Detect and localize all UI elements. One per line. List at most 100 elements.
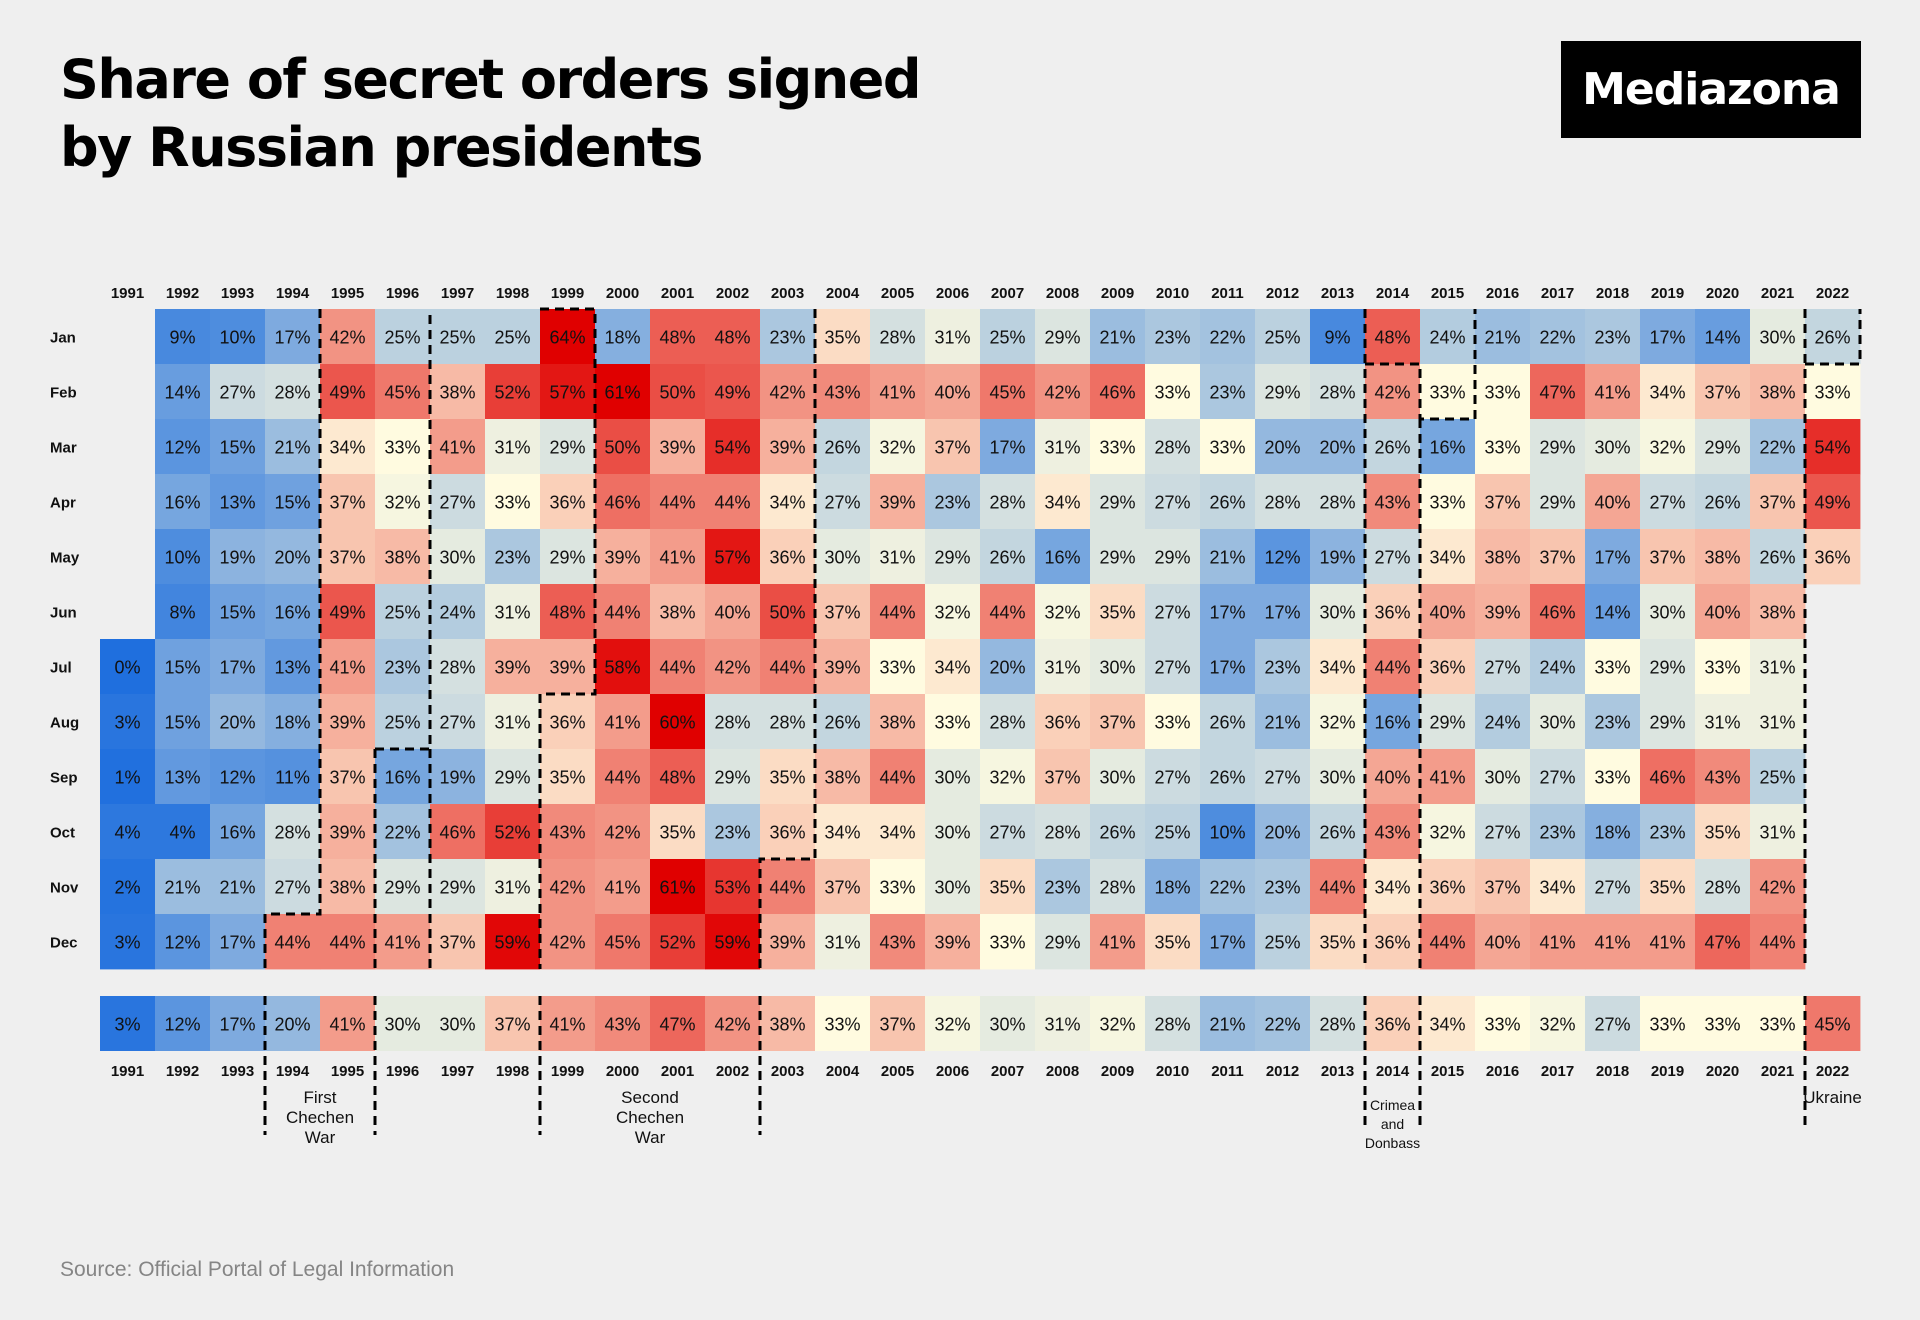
heatmap-cell <box>320 309 376 365</box>
year-label-top: 2014 <box>1376 285 1410 302</box>
heatmap-cell <box>430 419 486 475</box>
cell-value-label: 40% <box>1704 603 1740 623</box>
cell-value-label: 31% <box>1759 713 1795 733</box>
heatmap-cell <box>650 364 706 420</box>
cell-value-label: 52% <box>659 933 695 953</box>
cell-value-label: 21% <box>274 438 310 458</box>
cell-value-label: 34% <box>1319 658 1355 678</box>
cell-value-label: 41% <box>604 713 640 733</box>
cell-value-label: 20% <box>1319 438 1355 458</box>
cell-value-label: 27% <box>989 823 1025 843</box>
cell-value-label: 27% <box>439 493 475 513</box>
cell-value-label: 31% <box>494 438 530 458</box>
heatmap-cell <box>1695 419 1751 475</box>
heatmap-cell <box>815 749 871 805</box>
cell-value-label: 42% <box>714 658 750 678</box>
heatmap-cell <box>760 639 816 695</box>
cell-value-label: 45% <box>989 383 1025 403</box>
heatmap-cell <box>815 639 871 695</box>
annual-cell <box>1365 996 1421 1051</box>
heatmap-cell <box>925 364 981 420</box>
year-label-bottom: 2016 <box>1486 1063 1519 1080</box>
annotation-label: Donbass <box>1365 1135 1420 1151</box>
heatmap-cell <box>540 364 596 420</box>
heatmap-cell <box>760 419 816 475</box>
cell-value-label: 8% <box>169 603 195 623</box>
cell-value-label: 44% <box>879 603 915 623</box>
heatmap-cell <box>1475 584 1531 640</box>
cell-value-label: 28% <box>1099 878 1135 898</box>
heatmap-cell <box>1585 364 1641 420</box>
heatmap-cell <box>265 474 321 530</box>
cell-value-label: 26% <box>1814 328 1850 348</box>
heatmap-cell <box>375 584 431 640</box>
heatmap-cell <box>1585 639 1641 695</box>
heatmap-cell <box>1530 364 1586 420</box>
cell-value-label: 54% <box>714 438 750 458</box>
heatmap-cell <box>1420 804 1476 860</box>
heatmap-cell <box>1695 309 1751 365</box>
heatmap-cell <box>1200 804 1256 860</box>
cell-value-label: 37% <box>1759 493 1795 513</box>
cell-value-label: 53% <box>714 878 750 898</box>
heatmap-cell <box>705 364 761 420</box>
cell-value-label: 3% <box>114 713 140 733</box>
cell-value-label: 25% <box>494 328 530 348</box>
heatmap-cell <box>980 804 1036 860</box>
cell-value-label: 17% <box>1209 933 1245 953</box>
cell-value-label: 39% <box>1484 603 1520 623</box>
heatmap-cell <box>1640 914 1696 970</box>
cell-value-label: 26% <box>1704 493 1740 513</box>
year-label-bottom: 2008 <box>1046 1063 1079 1080</box>
annual-value-label: 3% <box>114 1015 140 1035</box>
heatmap-cell <box>1035 914 1091 970</box>
heatmap-cell <box>265 419 321 475</box>
month-label: Nov <box>50 880 79 897</box>
heatmap-cell <box>925 639 981 695</box>
cell-value-label: 23% <box>1649 823 1685 843</box>
heatmap-cell <box>1255 419 1311 475</box>
heatmap-cell <box>265 639 321 695</box>
cell-value-label: 37% <box>1484 878 1520 898</box>
year-label-top: 2019 <box>1651 285 1684 302</box>
cell-value-label: 35% <box>1319 933 1355 953</box>
cell-value-label: 27% <box>219 383 255 403</box>
cell-value-label: 41% <box>439 438 475 458</box>
annual-value-label: 45% <box>1814 1015 1850 1035</box>
heatmap-cell <box>980 309 1036 365</box>
heatmap-cell <box>100 694 156 750</box>
heatmap-cell <box>320 694 376 750</box>
year-label-bottom: 1998 <box>496 1063 529 1080</box>
cell-value-label: 38% <box>1704 548 1740 568</box>
heatmap-cell <box>1695 364 1751 420</box>
cell-value-label: 60% <box>659 713 695 733</box>
cell-value-label: 35% <box>1154 933 1190 953</box>
heatmap-cell <box>1750 474 1806 530</box>
annual-value-label: 33% <box>824 1015 860 1035</box>
heatmap-cell <box>155 419 211 475</box>
cell-value-label: 42% <box>1759 878 1795 898</box>
cell-value-label: 23% <box>1264 658 1300 678</box>
heatmap-cell <box>1365 474 1421 530</box>
cell-value-label: 32% <box>1044 603 1080 623</box>
heatmap-cell <box>1695 804 1751 860</box>
annual-cell <box>430 996 486 1051</box>
cell-value-label: 38% <box>1759 603 1795 623</box>
annual-value-label: 38% <box>769 1015 805 1035</box>
cell-value-label: 61% <box>659 878 695 898</box>
cell-value-label: 22% <box>1209 328 1245 348</box>
heatmap-cell <box>1145 474 1201 530</box>
heatmap-cell <box>210 639 266 695</box>
year-label-top: 2017 <box>1541 285 1574 302</box>
cell-value-label: 15% <box>219 438 255 458</box>
cell-value-label: 34% <box>329 438 365 458</box>
heatmap-cell <box>1420 914 1476 970</box>
annual-value-label: 33% <box>1484 1015 1520 1035</box>
cell-value-label: 33% <box>879 658 915 678</box>
heatmap-cell <box>705 419 761 475</box>
cell-value-label: 13% <box>274 658 310 678</box>
year-label-bottom: 1997 <box>441 1063 474 1080</box>
cell-value-label: 33% <box>989 933 1025 953</box>
cell-value-label: 33% <box>1704 658 1740 678</box>
cell-value-label: 44% <box>274 933 310 953</box>
